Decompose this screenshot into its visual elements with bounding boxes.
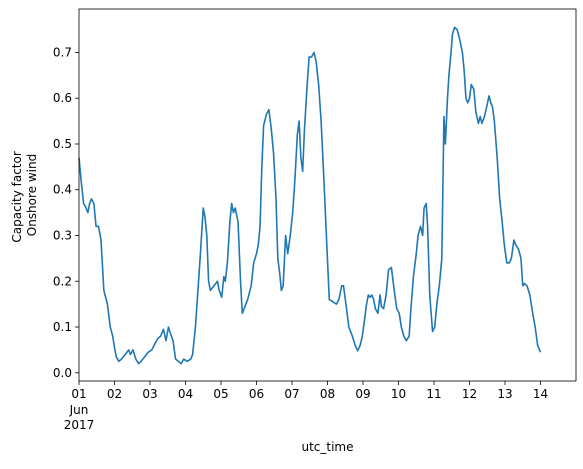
x-axis-label: utc_time (301, 440, 353, 454)
x-tick-sublabel: 2017 (64, 418, 95, 432)
y-tick-label: 0.0 (53, 366, 72, 380)
x-tick-label: 06 (249, 387, 264, 401)
x-tick-label: 04 (178, 387, 193, 401)
y-tick-label: 0.2 (53, 274, 72, 288)
y-axis-label-line-2: Onshore wind (25, 154, 39, 237)
plot-background (79, 9, 576, 381)
x-tick-label: 12 (462, 387, 477, 401)
x-tick-label: 14 (533, 387, 548, 401)
y-tick-label: 0.7 (53, 45, 72, 59)
x-tick-label: 05 (213, 387, 228, 401)
x-tick-label: 13 (497, 387, 512, 401)
series-line-0 (78, 26, 542, 365)
x-tick-sublabel: Jun (69, 403, 89, 417)
plot-frame (78, 8, 577, 382)
x-tick-label: 02 (107, 387, 122, 401)
y-axis-label-line-1: Capacity factor (10, 151, 24, 242)
y-tick-label: 0.6 (53, 91, 72, 105)
y-tick-label: 0.1 (53, 320, 72, 334)
y-tick-label: 0.3 (53, 228, 72, 242)
y-tick-label: 0.4 (53, 183, 72, 197)
x-tick-label: 10 (391, 387, 406, 401)
x-tick-label: 11 (426, 387, 441, 401)
y-tick-label: 0.5 (53, 137, 72, 151)
x-tick-label: 07 (284, 387, 299, 401)
y-axis-label: Capacity factor Onshore wind (10, 147, 39, 242)
x-tick-label: 03 (142, 387, 157, 401)
x-tick-label: 08 (320, 387, 335, 401)
series-layer (78, 26, 542, 365)
x-tick-label: 09 (355, 387, 370, 401)
x-tick-label: 01 (71, 387, 86, 401)
